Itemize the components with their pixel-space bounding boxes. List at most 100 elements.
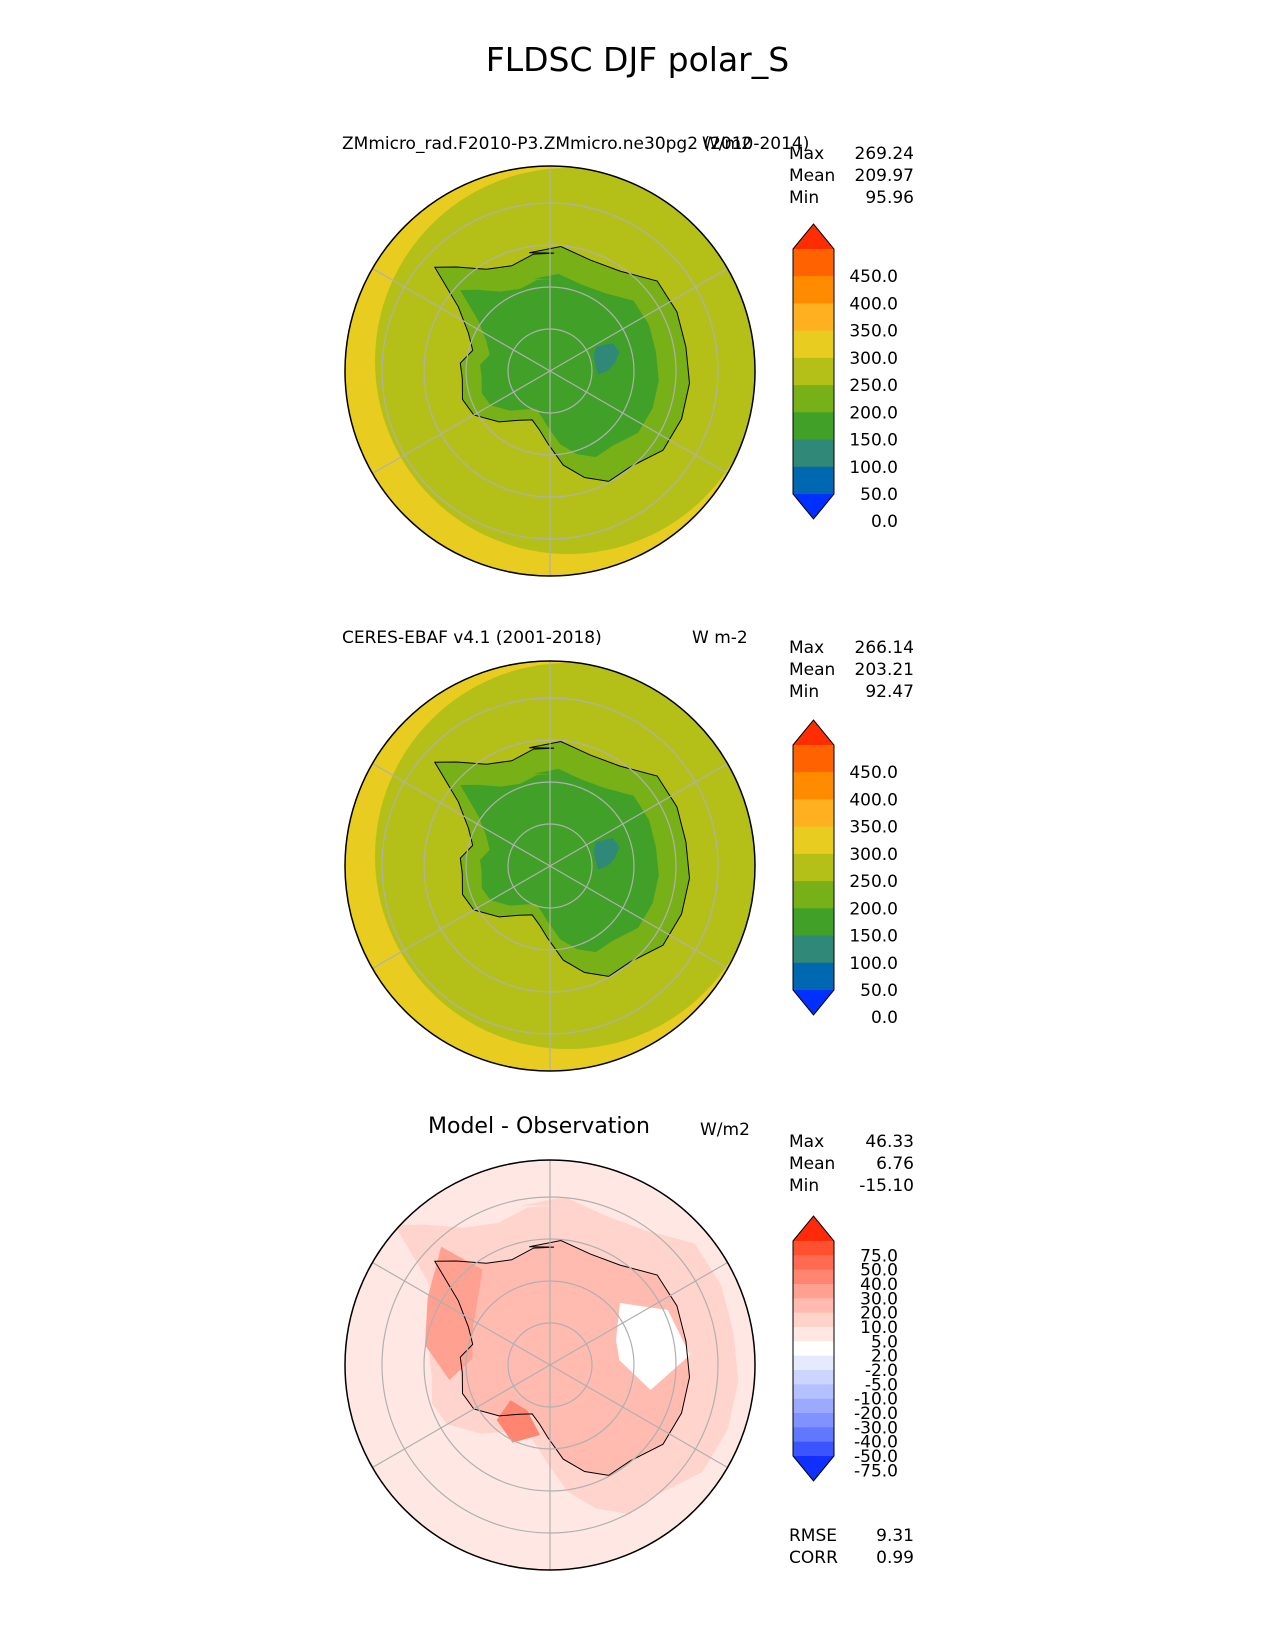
colorbar-tick-label: 200.0 xyxy=(849,403,898,423)
colorbar-segment xyxy=(793,962,834,991)
corr-label: CORR xyxy=(789,1548,838,1568)
meridian-line xyxy=(372,762,551,867)
colorbar-tick-label: 150.0 xyxy=(849,431,898,451)
colorbar-segment xyxy=(793,1312,834,1328)
colorbar-segment xyxy=(793,1298,834,1314)
colorbar-tick-label: 200.0 xyxy=(849,899,898,919)
polar-map-2 xyxy=(344,660,756,1072)
colorbar-segment xyxy=(793,881,834,909)
colorbar-segment xyxy=(793,1384,834,1400)
panel3-max-label: Max xyxy=(789,1132,825,1152)
panel2-max-value: 266.14 xyxy=(854,638,914,658)
colorbar-tick-label: -30.0 xyxy=(854,1418,898,1438)
colorbar-segment xyxy=(793,1327,834,1342)
colorbar-1: 450.0 400.0 350.0 300.0 250.0 200.0 150.0 100.0… xyxy=(792,223,898,532)
colorbar-tick-label: 30.0 xyxy=(860,1289,898,1309)
meridian-line xyxy=(372,865,551,970)
colorbar-segment xyxy=(793,1427,834,1443)
colorbar-segment xyxy=(793,466,834,495)
panel1-mean-label: Mean xyxy=(789,166,836,186)
colorbar-3: 75.050.040.030.020.010.05.02.0-2.0-5.0-1… xyxy=(792,1215,898,1482)
colorbar-tick-label: 300.0 xyxy=(849,349,898,369)
panel3-units: W/m2 xyxy=(700,1120,750,1140)
rmse-label: RMSE xyxy=(789,1526,838,1546)
map-boundary xyxy=(344,165,756,577)
colorbar-segment xyxy=(793,1370,834,1385)
panel1-mean-value: 209.97 xyxy=(854,166,914,186)
colorbar-segment xyxy=(793,412,834,441)
meridian-line xyxy=(372,1364,551,1469)
colorbar-extend-min xyxy=(793,1456,834,1481)
colorbar-segment xyxy=(793,908,834,937)
panel1-units: W/m2 xyxy=(702,134,752,154)
panel3-mean-value: 6.76 xyxy=(876,1154,914,1174)
meridian-line xyxy=(549,267,728,372)
colorbar-tick-label: 400.0 xyxy=(849,790,898,810)
colorbar-tick-label: 300.0 xyxy=(849,845,898,865)
colorbar-tick-label: 450.0 xyxy=(849,267,898,287)
colorbar-extend-min xyxy=(793,494,834,519)
panel3-max-value: 46.33 xyxy=(865,1132,914,1152)
corr-value: 0.99 xyxy=(876,1548,914,1568)
minimum-fill xyxy=(593,838,620,870)
panel2-mean-label: Mean xyxy=(789,660,836,680)
panel1-max-label: Max xyxy=(789,144,825,164)
colorbar-tick-label: 250.0 xyxy=(849,872,898,892)
panel3-title: Model - Observation xyxy=(428,1114,650,1139)
colorbar-extend-min xyxy=(793,990,834,1015)
colorbar-segment xyxy=(793,1284,834,1299)
colorbar-segment xyxy=(793,1355,834,1371)
colorbar-segment xyxy=(793,276,834,304)
colorbar-segment xyxy=(793,1341,834,1357)
panel3-mean-label: Mean xyxy=(789,1154,836,1174)
map-boundary xyxy=(344,660,756,1072)
colorbar-segment xyxy=(793,385,834,413)
meridian-line xyxy=(549,1261,728,1366)
colorbar-outline xyxy=(792,1215,835,1482)
colorbar-tick-label: 50.0 xyxy=(860,1261,898,1281)
colorbar-tick-label: -75.0 xyxy=(854,1461,898,1481)
colorbar-segment xyxy=(793,745,834,773)
colorbar-tick-label: 5.0 xyxy=(871,1332,898,1352)
meridian-line xyxy=(549,370,728,475)
colorbar-tick-label: 40.0 xyxy=(860,1275,898,1295)
colorbar-segment xyxy=(793,1441,834,1457)
colorbar-extend-max xyxy=(793,720,834,745)
colorbar-segment xyxy=(793,1413,834,1428)
map-boundary xyxy=(344,1159,756,1571)
panel1-left-title: ZMmicro_rad.F2010-P3.ZMmicro.ne30pg2 (20… xyxy=(342,134,810,154)
colorbar-tick-label: 100.0 xyxy=(849,458,898,478)
panel3-min-value: -15.10 xyxy=(859,1176,914,1196)
colorbar-tick-label: 50.0 xyxy=(860,981,898,1001)
colorbar-tick-label: 50.0 xyxy=(860,485,898,505)
colorbar-tick-label: 0.0 xyxy=(871,1008,898,1028)
colorbar-segment xyxy=(793,1269,834,1285)
minimum-fill xyxy=(593,343,620,375)
panel1-min-label: Min xyxy=(789,188,820,208)
colorbar-2: 450.0 400.0 350.0 300.0 250.0 200.0 150.0 100.0… xyxy=(792,719,898,1028)
panel2-max-label: Max xyxy=(789,638,825,658)
colorbar-segment xyxy=(793,357,834,386)
figure-title: FLDSC DJF polar_S xyxy=(485,40,790,79)
panel2-mean-value: 203.21 xyxy=(854,660,914,680)
colorbar-segment xyxy=(793,799,834,828)
panel1-min-value: 95.96 xyxy=(865,188,914,208)
panel1-max-value: 269.24 xyxy=(854,144,914,164)
colorbar-tick-label: 75.0 xyxy=(860,1246,898,1266)
colorbar-segment xyxy=(793,303,834,332)
colorbar-segment xyxy=(793,826,834,855)
coastline xyxy=(433,1239,691,1476)
rmse-value: 9.31 xyxy=(876,1526,914,1546)
colorbar-tick-label: 150.0 xyxy=(849,927,898,947)
coastline xyxy=(433,740,691,977)
colorbar-segment xyxy=(793,935,834,964)
colorbar-tick-label: -2.0 xyxy=(865,1361,898,1381)
colorbar-tick-label: 350.0 xyxy=(849,818,898,838)
colorbar-tick-label: 20.0 xyxy=(860,1304,898,1324)
colorbar-tick-label: 450.0 xyxy=(849,763,898,783)
colorbar-segment xyxy=(793,1398,834,1414)
panel2-units: W m-2 xyxy=(692,628,748,648)
colorbar-segment xyxy=(793,1255,834,1271)
panel3-min-label: Min xyxy=(789,1176,820,1196)
